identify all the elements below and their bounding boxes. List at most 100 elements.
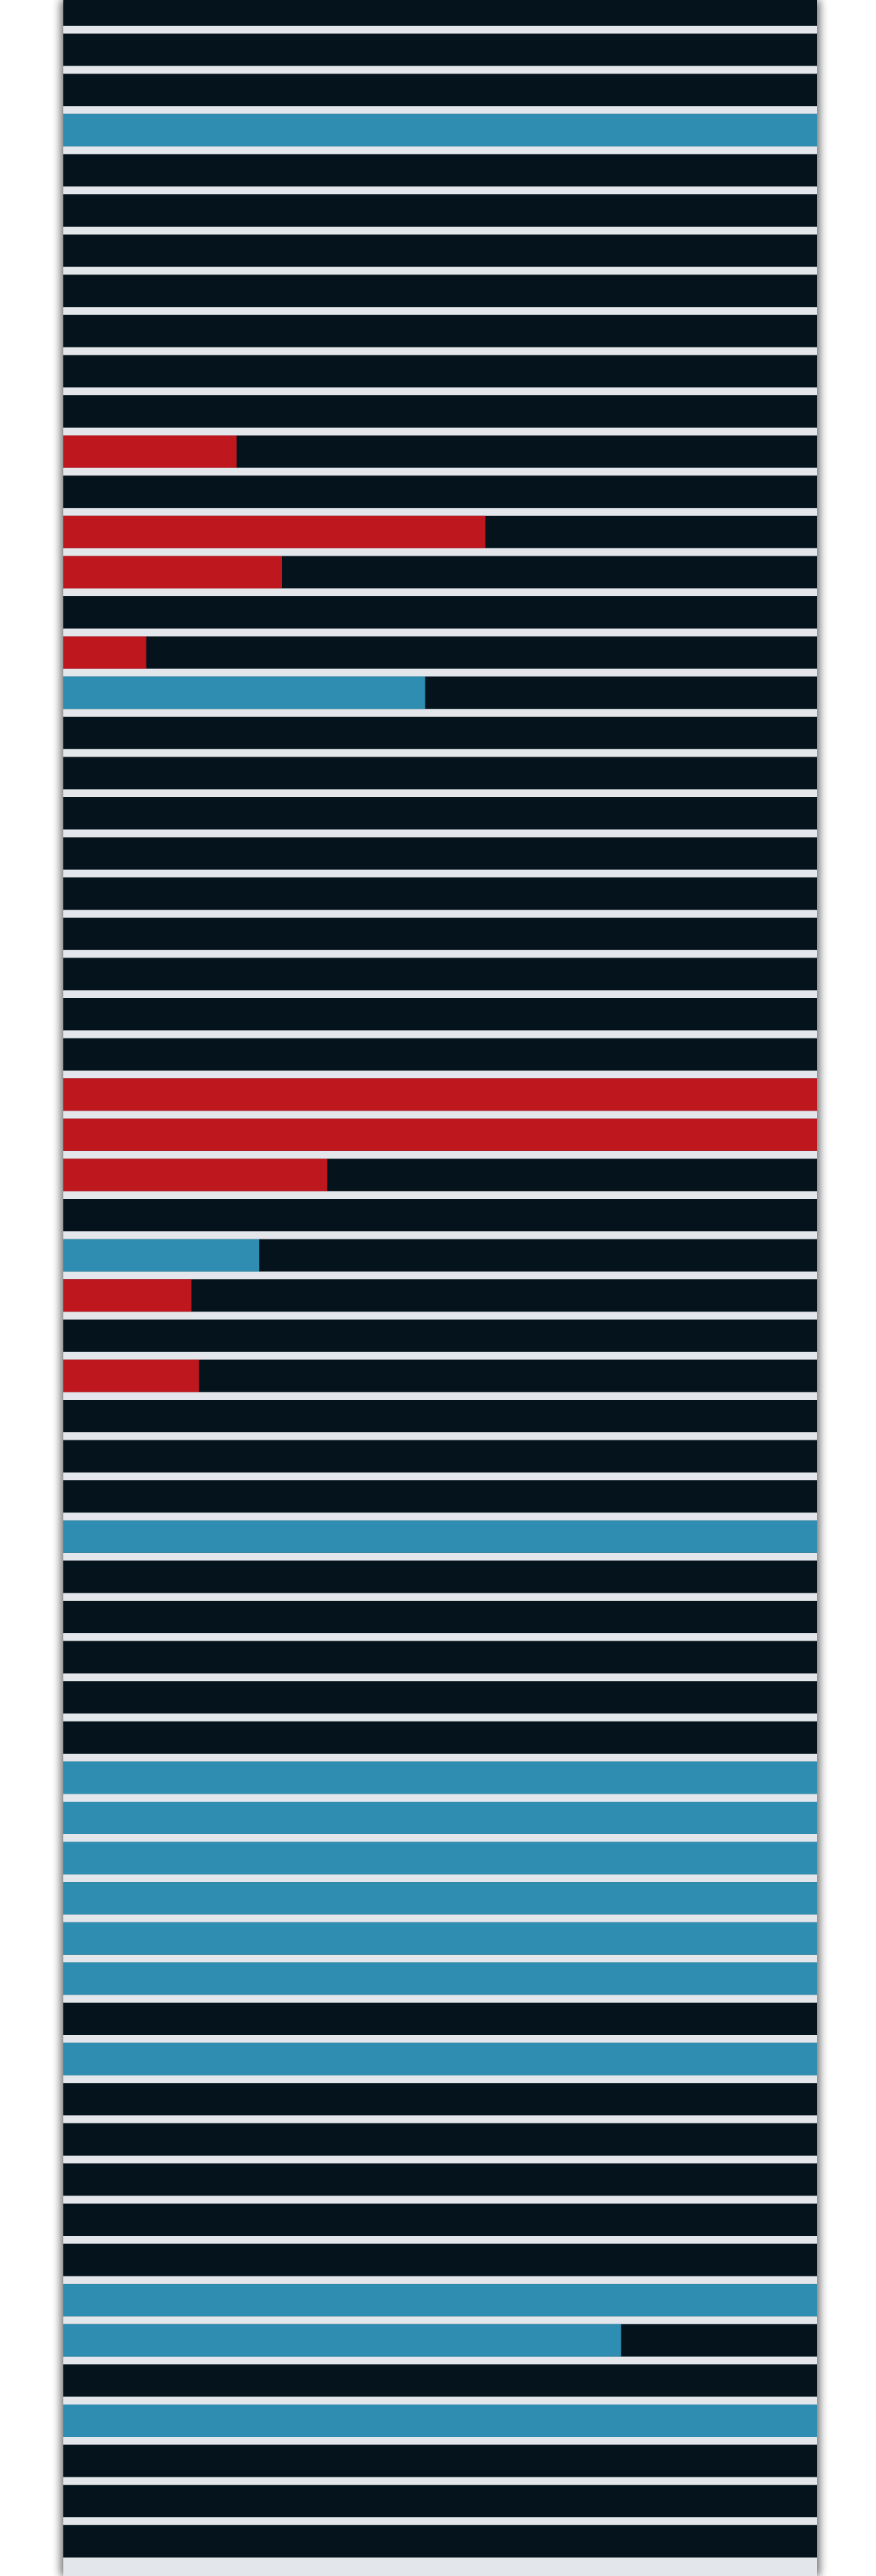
bar-track — [63, 194, 817, 227]
bar-blue — [63, 1761, 817, 1794]
bar-red — [63, 556, 282, 589]
bar-row — [63, 1279, 817, 1312]
bar-row — [63, 596, 817, 629]
bar-row — [63, 1882, 817, 1915]
bar-track — [63, 958, 817, 991]
bar-track — [63, 797, 817, 829]
bar-track — [63, 1560, 817, 1593]
bar-track — [63, 154, 817, 187]
bar-track — [63, 2444, 817, 2477]
bar-track — [63, 355, 817, 388]
bar-row — [63, 1158, 817, 1192]
bar-row — [63, 2324, 817, 2357]
bar-track — [63, 2123, 817, 2156]
bar-track — [63, 1721, 817, 1754]
bar-row — [63, 1601, 817, 1633]
bar-row — [63, 1520, 817, 1553]
bar-track — [63, 1440, 817, 1473]
bar-track — [63, 74, 817, 107]
bar-row — [63, 314, 817, 347]
bar-row — [63, 1721, 817, 1754]
bar-track — [63, 2003, 817, 2035]
bar-red — [63, 1158, 328, 1192]
bar-track — [63, 636, 817, 669]
bar-row — [63, 556, 817, 589]
bar-blue — [63, 2405, 817, 2437]
bar-row — [63, 515, 817, 548]
bar-row — [63, 2524, 817, 2558]
bar-blue — [63, 1922, 817, 1955]
bar-row — [63, 1560, 817, 1593]
bar-track — [63, 2243, 817, 2276]
bar-track — [63, 475, 817, 509]
bar-row — [63, 395, 817, 428]
bar-row — [63, 355, 817, 388]
bar-track — [63, 917, 817, 950]
bar-blue — [63, 2284, 817, 2317]
bar-track — [63, 1480, 817, 1513]
bar-row — [63, 1962, 817, 1995]
bar-row — [63, 113, 817, 146]
bar-row — [63, 716, 817, 749]
bar-blue — [63, 676, 425, 710]
bar-track — [63, 1400, 817, 1432]
bar-blue — [63, 2042, 817, 2076]
bar-track — [63, 0, 817, 26]
bar-track — [63, 596, 817, 629]
bar-row — [63, 33, 817, 66]
bar-track — [63, 314, 817, 347]
bar-blue — [63, 1882, 817, 1915]
bar-row — [63, 2485, 817, 2518]
bar-row — [63, 435, 817, 468]
bar-track — [63, 757, 817, 790]
bar-track — [63, 234, 817, 267]
bar-track — [63, 2083, 817, 2116]
bar-row — [63, 958, 817, 991]
bar-row — [63, 1078, 817, 1111]
bar-red — [63, 1359, 199, 1393]
bar-row — [63, 917, 817, 950]
bar-blue — [63, 1841, 817, 1875]
bar-row — [63, 1239, 817, 1272]
bar-track — [63, 716, 817, 749]
bar-track — [63, 2485, 817, 2518]
bar-row — [63, 1841, 817, 1875]
bar-row — [63, 2444, 817, 2477]
bar-row — [63, 2284, 817, 2317]
bar-row — [63, 1802, 817, 1834]
bar-row — [63, 2163, 817, 2196]
bar-track — [63, 1681, 817, 1714]
bar-red — [63, 1118, 817, 1151]
bar-row — [63, 475, 817, 509]
bar-row — [63, 1400, 817, 1432]
bar-row — [63, 2405, 817, 2437]
chart-panel — [63, 0, 817, 2576]
bar-blue — [63, 1962, 817, 1995]
bar-row — [63, 2003, 817, 2035]
bar-row — [63, 234, 817, 267]
bar-row — [63, 1480, 817, 1513]
bar-track — [63, 2524, 817, 2558]
bar-red — [63, 636, 146, 669]
bar-track — [63, 998, 817, 1030]
bar-track — [63, 1601, 817, 1633]
bar-row — [63, 2123, 817, 2156]
bar-blue — [63, 1520, 817, 1553]
bar-red — [63, 435, 237, 468]
bar-row — [63, 1761, 817, 1794]
bar-row — [63, 1038, 817, 1071]
bar-track — [63, 1199, 817, 1231]
bar-row — [63, 2364, 817, 2397]
bar-row — [63, 636, 817, 669]
bar-row — [63, 154, 817, 187]
bar-row — [63, 0, 817, 26]
bar-row — [63, 797, 817, 829]
bar-row — [63, 877, 817, 910]
bar-track — [63, 1641, 817, 1674]
bar-red — [63, 1279, 192, 1312]
bar-row — [63, 1118, 817, 1151]
bar-blue — [63, 1802, 817, 1834]
bar-row — [63, 676, 817, 710]
bar-track — [63, 395, 817, 428]
bar-row — [63, 1440, 817, 1473]
